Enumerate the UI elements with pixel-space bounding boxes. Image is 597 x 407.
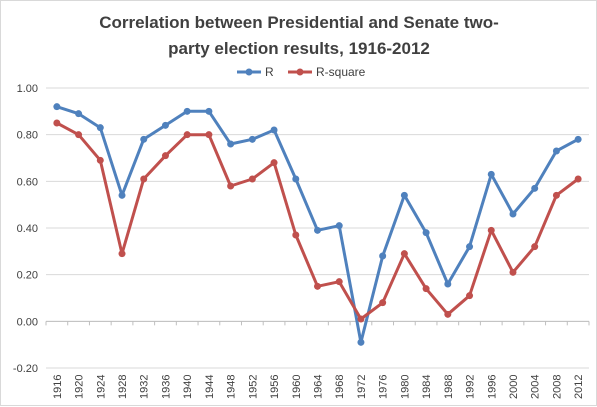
data-point xyxy=(422,229,430,237)
data-point xyxy=(509,210,517,218)
x-tick-label: 1996 xyxy=(486,375,498,399)
data-point xyxy=(314,282,321,290)
data-point xyxy=(487,170,495,178)
data-point xyxy=(270,159,278,167)
legend-marker xyxy=(245,68,253,76)
data-point xyxy=(96,156,104,164)
data-point xyxy=(574,175,582,183)
x-tick-label: 1976 xyxy=(378,375,390,399)
data-point xyxy=(161,152,169,160)
legend-label: R xyxy=(265,65,274,79)
y-tick-label: 0.60 xyxy=(17,176,38,188)
data-point xyxy=(335,278,343,286)
series-r-square xyxy=(53,119,582,323)
data-point xyxy=(140,135,148,143)
data-point xyxy=(487,226,495,234)
x-tick-label: 1928 xyxy=(117,375,129,399)
series-line xyxy=(56,105,579,344)
data-point xyxy=(466,292,474,300)
data-point xyxy=(509,268,517,276)
data-point xyxy=(292,175,300,183)
x-tick-label: 1972 xyxy=(356,375,368,399)
data-point xyxy=(75,131,83,139)
data-point xyxy=(270,126,278,134)
data-point xyxy=(140,175,148,183)
data-point xyxy=(75,110,83,118)
y-tick-label: 0.00 xyxy=(17,316,38,328)
data-point xyxy=(335,222,343,230)
chart-title-line-1: Correlation between Presidential and Sen… xyxy=(99,13,499,32)
x-tick-label: 1952 xyxy=(247,375,259,399)
x-tick-label: 1944 xyxy=(204,375,216,399)
x-tick-label: 1932 xyxy=(139,375,151,399)
data-point xyxy=(444,280,452,288)
data-point xyxy=(53,119,61,127)
x-tick-label: 1936 xyxy=(160,375,172,399)
data-point xyxy=(205,131,213,139)
x-tick-label: 2012 xyxy=(573,375,585,399)
x-tick-label: 1960 xyxy=(291,375,303,399)
y-tick-label: 0.20 xyxy=(17,270,38,282)
x-tick-label: 1984 xyxy=(421,375,433,399)
data-point xyxy=(552,191,560,199)
data-point xyxy=(444,310,452,318)
data-point xyxy=(531,184,539,192)
data-point xyxy=(248,175,256,183)
x-tick-label: 1964 xyxy=(313,375,325,399)
x-tick-label: 1956 xyxy=(269,375,281,399)
x-axis: 1916 1920 1924 1928 1932 1936 1940 1944 1948 1952… xyxy=(45,320,590,399)
chart-title-line-2: party election results, 1916-2012 xyxy=(168,39,430,58)
legend: R R-square xyxy=(237,65,366,79)
y-axis: 1.00 0.80 0.60 0.40 0.20 0.00 -0.20 xyxy=(13,83,38,375)
y-tick-label: -0.20 xyxy=(13,363,38,375)
data-point xyxy=(379,252,387,260)
x-tick-label: 1988 xyxy=(443,375,455,399)
data-point xyxy=(422,285,430,293)
x-tick-label: 2008 xyxy=(551,375,563,399)
y-tick-label: 0.80 xyxy=(17,130,38,142)
data-point xyxy=(183,107,191,115)
x-tick-label: 1920 xyxy=(74,375,86,399)
series-r xyxy=(53,103,582,346)
data-point xyxy=(183,131,191,139)
x-tick-label: 1924 xyxy=(95,375,107,399)
data-point xyxy=(53,103,61,111)
data-point xyxy=(248,135,256,143)
data-point xyxy=(118,250,126,258)
data-point xyxy=(96,124,104,132)
data-point xyxy=(379,299,387,307)
data-point xyxy=(552,147,560,155)
data-point xyxy=(227,182,235,190)
x-tick-label: 1940 xyxy=(182,375,194,399)
data-point xyxy=(357,315,365,323)
legend-label: R-square xyxy=(316,65,366,79)
data-point xyxy=(314,226,321,234)
x-tick-label: 1916 xyxy=(52,375,64,399)
data-point xyxy=(400,191,408,199)
data-point xyxy=(292,231,300,239)
x-tick-label: 1980 xyxy=(399,375,411,399)
data-point xyxy=(531,243,539,251)
data-point xyxy=(161,121,169,129)
data-point xyxy=(118,191,126,199)
x-tick-label: 1948 xyxy=(226,375,238,399)
x-tick-label: 1968 xyxy=(334,375,346,399)
x-tick-label: 1992 xyxy=(465,375,477,399)
data-point xyxy=(227,140,235,148)
legend-marker xyxy=(296,68,304,76)
data-point xyxy=(205,107,213,115)
x-tick-label: 2004 xyxy=(530,375,542,399)
data-point xyxy=(574,135,582,143)
data-point xyxy=(357,338,365,346)
y-tick-label: 1.00 xyxy=(17,83,38,95)
y-tick-label: 0.40 xyxy=(17,223,38,235)
x-tick-label: 2000 xyxy=(508,375,520,399)
data-point xyxy=(400,250,408,258)
data-point xyxy=(466,243,474,251)
series-layer xyxy=(53,103,582,346)
